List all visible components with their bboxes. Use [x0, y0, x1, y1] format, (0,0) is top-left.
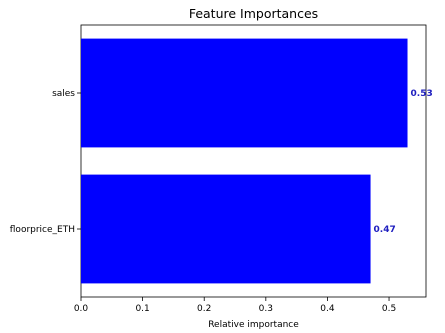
data-labels: 0.53 0.47 — [374, 89, 433, 235]
data-label-floorprice_ETH: 0.47 — [374, 225, 396, 235]
bar-sales — [81, 38, 408, 148]
y-tick-label-floorprice_ETH: floorprice_ETH — [10, 225, 75, 235]
x-tick-label: 0.4 — [320, 304, 335, 314]
x-ticks: 0.0 0.1 0.2 0.3 0.4 0.5 — [74, 297, 396, 314]
x-tick-label: 0.5 — [382, 304, 396, 314]
x-tick-label: 0.1 — [135, 304, 149, 314]
plot-frame — [80, 24, 427, 298]
x-tick-label: 0.3 — [259, 304, 273, 314]
x-tick-label: 0.0 — [74, 304, 89, 314]
chart-title: Feature Importances — [189, 6, 318, 21]
bars-group — [81, 38, 408, 284]
data-label-sales: 0.53 — [411, 89, 433, 99]
y-tick-labels: sales floorprice_ETH — [10, 89, 81, 235]
x-axis-label: Relative importance — [208, 320, 299, 330]
bar-floorprice_ETH — [81, 174, 371, 284]
x-tick-label: 0.2 — [197, 304, 211, 314]
y-tick-label-sales: sales — [52, 89, 75, 99]
